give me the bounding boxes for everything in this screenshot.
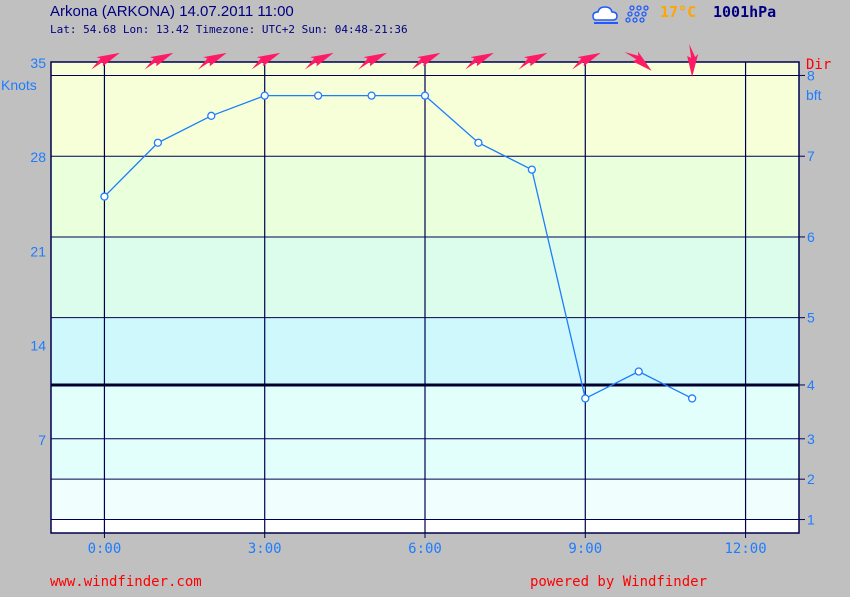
wind-arrow [144,52,174,70]
pressure-value: 1001hPa [713,3,777,21]
series-line-0 [103,94,693,400]
data-point [527,165,537,174]
wind-arrow [198,52,227,70]
x-tick-label: 12:00 [724,541,766,557]
direction-axis-label: Dir [806,57,831,73]
wind-arrow [411,52,441,70]
wind-speed-series [100,91,697,403]
footer-link[interactable]: www.windfinder.com [50,574,202,590]
station-meta: Lat: 54.68 Lon: 13.42 Timezone: UTC+2 Su… [50,23,408,36]
wind-arrow [465,52,494,70]
temperature-value: 17°C [660,3,697,21]
station-title: Arkona (ARKONA) 14.07.2011 11:00 [50,3,294,20]
y-tick-label: 21 [30,243,46,259]
bft-tick-label: 2 [807,471,815,487]
bft-tick-label: 1 [807,512,815,528]
wind-arrow [251,52,281,70]
data-point [260,91,269,100]
x-tick-label: 3:00 [248,541,282,557]
bft-tick-label: 6 [807,229,815,245]
bft-tick-label: 5 [807,310,815,326]
data-point [474,138,483,147]
y-axis-label: Knots [1,77,37,93]
bft-tick-label: 4 [807,377,815,393]
data-point [207,111,216,120]
wind-arrow [304,52,334,70]
data-point [367,91,376,100]
data-point [100,192,109,201]
rain-icon [625,5,649,23]
x-tick-label: 9:00 [568,541,602,557]
data-point [581,394,590,403]
x-tick-label: 6:00 [408,541,442,557]
bft-tick-label: 8 [807,67,815,83]
wind-arrow [687,44,699,77]
wind-arrow [518,52,548,70]
bft-axis-label: bft [806,87,822,103]
data-point [634,367,643,376]
axis-ticks: 0:00 3:00 6:00 9:00 12:00 7 14 21 28 35 1 2 3 4 5 6 7 8 [30,55,815,557]
data-point [687,394,697,403]
data-point [420,91,430,100]
weather-icons [592,5,649,24]
wind-direction-arrows [91,44,699,77]
wind-arrow [91,52,120,70]
bft-tick-label: 3 [807,431,815,447]
cloud-icon [592,6,618,24]
footer-credit: powered by Windfinder [530,574,708,590]
wind-arrow [572,52,601,70]
data-point [313,91,323,100]
y-tick-label: 28 [30,149,46,165]
y-tick-label: 14 [30,338,46,354]
wind-arrow [624,51,652,71]
x-tick-label: 0:00 [88,541,122,557]
data-point [153,138,163,147]
wind-arrow [358,52,387,70]
y-tick-label: 35 [30,55,46,71]
bft-tick-label: 7 [807,148,815,164]
y-tick-label: 7 [38,432,46,448]
